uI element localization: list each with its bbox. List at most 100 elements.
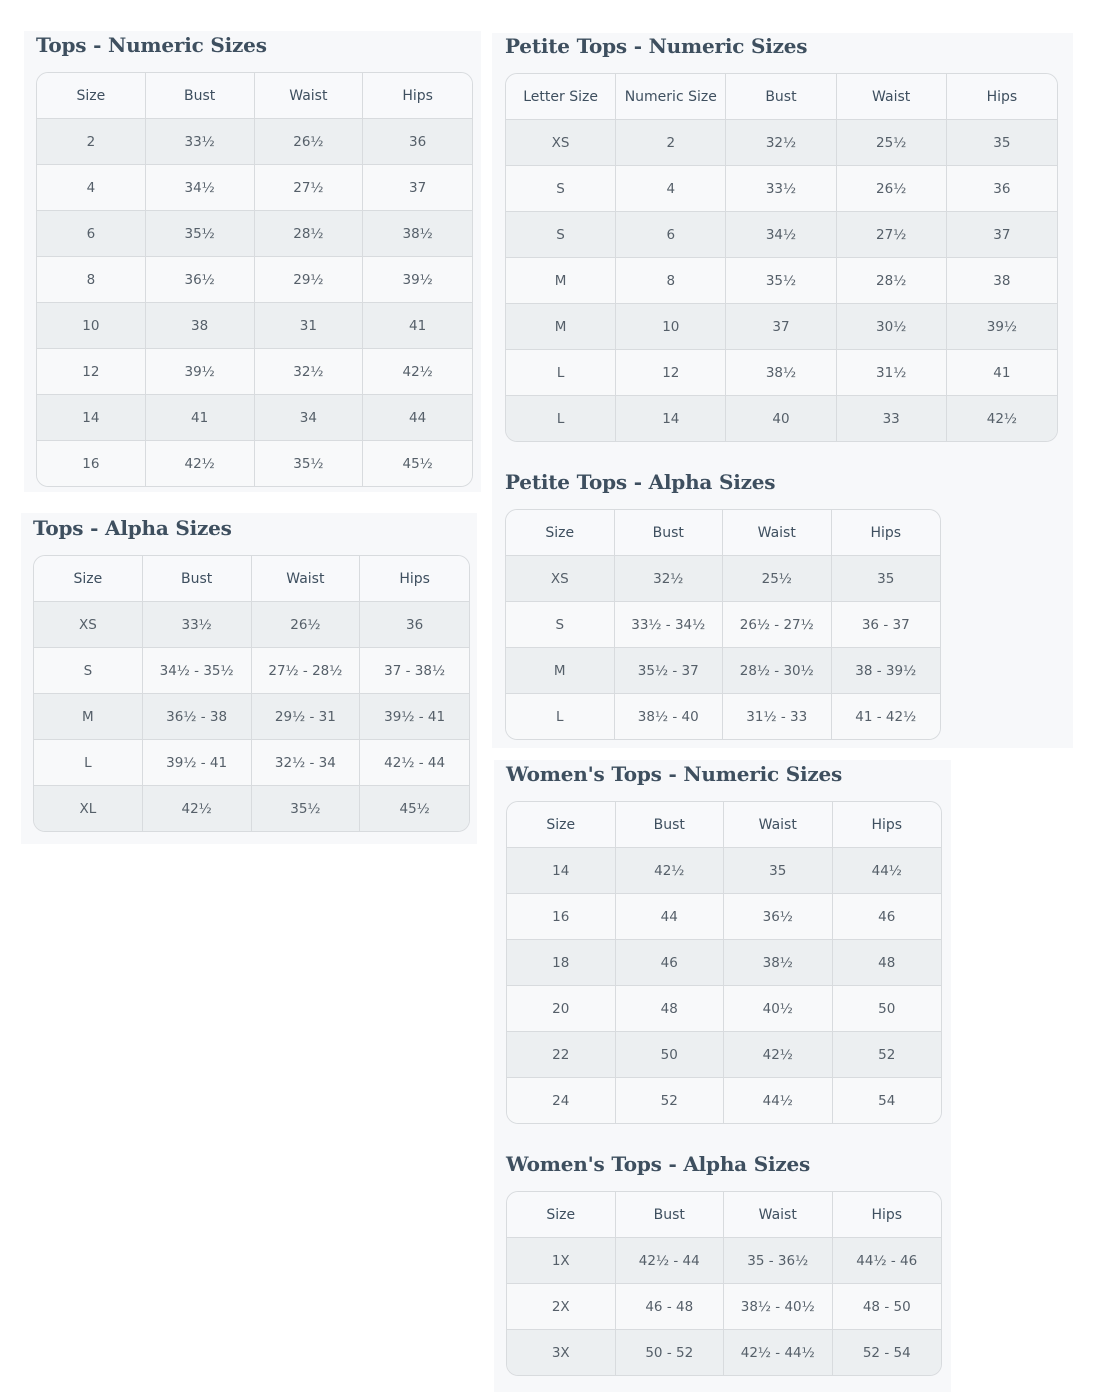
table-cell: 35½ xyxy=(145,211,255,257)
table-cell: 50 xyxy=(832,986,941,1032)
table-cell: 36 xyxy=(363,119,472,165)
table-row: 3X 50 - 52 42½ - 44½ 52 - 54 xyxy=(507,1330,941,1375)
table-row: L 38½ - 40 31½ - 33 41 - 42½ xyxy=(506,694,940,739)
table-cell: 33 xyxy=(836,396,947,441)
table-cell: 42½ - 44 xyxy=(360,740,469,786)
table-cell: 41 - 42½ xyxy=(831,694,940,739)
table-cell: 48 xyxy=(615,986,724,1032)
table-cell: 36 - 37 xyxy=(831,602,940,648)
table-cell: 33½ xyxy=(726,166,837,212)
table-cell: 39½ xyxy=(946,304,1057,350)
table-cell: 18 xyxy=(507,940,616,986)
column-header: Hips xyxy=(832,1192,941,1238)
table-cell: 38 xyxy=(145,303,255,349)
column-header: Numeric Size xyxy=(616,74,727,120)
column-header: Hips xyxy=(360,556,469,602)
table-cell: 29½ xyxy=(254,257,364,303)
table-cell: 44½ xyxy=(724,1078,833,1123)
table-cell: 42½ xyxy=(142,786,252,831)
table-row: 2 33½ 26½ 36 xyxy=(37,119,472,165)
column-header: Bust xyxy=(615,802,724,848)
table-cell: 16 xyxy=(37,441,146,486)
table-cell: 31 xyxy=(254,303,364,349)
table-cell: 32½ xyxy=(614,556,723,602)
petite-alpha-title: Petite Tops - Alpha Sizes xyxy=(505,470,776,494)
table-cell: 36½ xyxy=(145,257,255,303)
table-cell: 27½ - 28½ xyxy=(251,648,361,694)
column-header: Size xyxy=(507,1192,616,1238)
table-row: 16 44 36½ 46 xyxy=(507,894,941,940)
table-row: M 8 35½ 28½ 38 xyxy=(506,258,1057,304)
table-cell: 3X xyxy=(507,1330,616,1375)
table-cell: M xyxy=(506,258,617,304)
table-cell: 8 xyxy=(37,257,146,303)
table-cell: 45½ xyxy=(360,786,469,831)
table-cell: L xyxy=(34,740,143,786)
table-cell: L xyxy=(506,350,617,396)
table-cell: 38½ - 40½ xyxy=(724,1284,833,1330)
womens-numeric-table: Size Bust Waist Hips 14 42½ 35 44½ 16 44 36½ 46 18 46… xyxy=(506,801,942,1124)
table-row: 2X 46 - 48 38½ - 40½ 48 - 50 xyxy=(507,1284,941,1330)
table-cell: 6 xyxy=(616,212,727,258)
table-cell: 14 xyxy=(37,395,146,441)
table-cell: 8 xyxy=(616,258,727,304)
column-header: Waist xyxy=(254,73,364,119)
table-cell: 44½ xyxy=(832,848,941,894)
petite-numeric-table: Letter Size Numeric Size Bust Waist Hips XS 2 3… xyxy=(505,73,1058,442)
table-cell: 42½ xyxy=(145,441,255,486)
table-cell: 27½ xyxy=(836,212,947,258)
column-header: Size xyxy=(506,510,615,556)
column-header: Waist xyxy=(723,510,832,556)
table-cell: 35½ - 37 xyxy=(614,648,723,694)
table-cell: 34 xyxy=(254,395,364,441)
table-cell: 32½ - 34 xyxy=(251,740,361,786)
table-cell: 25½ xyxy=(723,556,832,602)
table-cell: 40½ xyxy=(724,986,833,1032)
table-cell: 35 xyxy=(946,120,1057,166)
tops-alpha-title: Tops - Alpha Sizes xyxy=(33,516,232,540)
table-row: M 10 37 30½ 39½ xyxy=(506,304,1057,350)
column-header: Letter Size xyxy=(506,74,617,120)
womens-numeric-title: Women's Tops - Numeric Sizes xyxy=(506,762,843,786)
table-cell: 12 xyxy=(616,350,727,396)
table-cell: 28½ xyxy=(836,258,947,304)
table-cell: 34½ xyxy=(145,165,255,211)
table-cell: 48 - 50 xyxy=(832,1284,941,1330)
table-cell: 31½ xyxy=(836,350,947,396)
tops-alpha-table: Size Bust Waist Hips XS 33½ 26½ 36 S 34½ - 35½ 27½… xyxy=(33,555,470,832)
table-cell: 38½ xyxy=(724,940,833,986)
table-cell: 42½ - 44½ xyxy=(724,1330,833,1375)
table-cell: 32½ xyxy=(254,349,364,395)
table-cell: M xyxy=(506,304,617,350)
table-cell: 35 xyxy=(831,556,940,602)
table-cell: 10 xyxy=(37,303,146,349)
table-row: 10 38 31 41 xyxy=(37,303,472,349)
table-cell: 41 xyxy=(145,395,255,441)
table-cell: 30½ xyxy=(836,304,947,350)
table-cell: 39½ - 41 xyxy=(142,740,252,786)
table-cell: 25½ xyxy=(836,120,947,166)
table-cell: L xyxy=(506,694,615,739)
table-cell: 37 - 38½ xyxy=(360,648,469,694)
table-cell: 41 xyxy=(946,350,1057,396)
table-cell: 52 - 54 xyxy=(832,1330,941,1375)
table-cell: 38½ xyxy=(363,211,472,257)
table-cell: 46 - 48 xyxy=(615,1284,724,1330)
table-cell: 32½ xyxy=(726,120,837,166)
table-cell: 12 xyxy=(37,349,146,395)
table-row: 24 52 44½ 54 xyxy=(507,1078,941,1123)
table-cell: 2 xyxy=(37,119,146,165)
table-cell: 36 xyxy=(946,166,1057,212)
table-cell: 26½ xyxy=(251,602,361,648)
table-row: 8 36½ 29½ 39½ xyxy=(37,257,472,303)
column-header: Bust xyxy=(726,74,837,120)
table-cell: S xyxy=(506,166,617,212)
table-cell: 52 xyxy=(832,1032,941,1078)
table-cell: 34½ xyxy=(726,212,837,258)
table-row: M 36½ - 38 29½ - 31 39½ - 41 xyxy=(34,694,469,740)
table-cell: XL xyxy=(34,786,143,831)
table-cell: 46 xyxy=(832,894,941,940)
table-cell: 28½ xyxy=(254,211,364,257)
table-cell: 46 xyxy=(615,940,724,986)
table-row: 1X 42½ - 44 35 - 36½ 44½ - 46 xyxy=(507,1238,941,1284)
